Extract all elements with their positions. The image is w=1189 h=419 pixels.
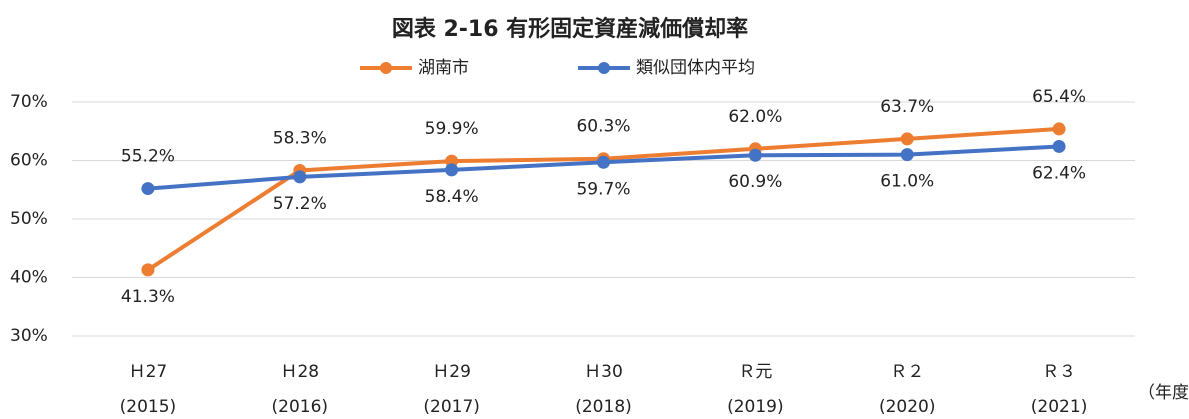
data-point (900, 132, 914, 146)
x-tick-label: Ｒ元 (738, 362, 772, 382)
legend-marker (380, 62, 392, 74)
data-label: 57.2% (273, 194, 327, 214)
data-label: 55.2% (121, 147, 175, 167)
data-label: 65.4% (1032, 87, 1086, 107)
data-point (445, 163, 459, 177)
y-tick-label: 50% (10, 209, 48, 229)
data-point (1052, 139, 1066, 153)
data-point (748, 148, 762, 162)
data-label: 62.4% (1032, 163, 1086, 183)
data-point (597, 155, 610, 169)
data-label: 61.0% (880, 172, 934, 192)
data-point (293, 170, 307, 184)
data-point (1052, 122, 1066, 136)
x-tick-label: Ｈ29 (432, 362, 471, 382)
x-tick-label: (2015) (120, 397, 177, 417)
x-tick-label: (2017) (423, 397, 480, 417)
y-tick-label: 30% (10, 326, 48, 346)
x-tick-label: (2020) (879, 397, 936, 417)
x-axis-label: （年度） (1138, 383, 1189, 403)
y-tick-label: 70% (10, 92, 48, 112)
x-tick-label: Ｈ27 (129, 362, 168, 382)
data-label: 60.3% (576, 117, 630, 137)
x-tick-label: (2019) (727, 397, 784, 417)
data-label: 59.9% (425, 119, 479, 139)
data-label: 63.7% (880, 97, 934, 117)
data-label: 58.3% (273, 128, 327, 148)
data-point (900, 148, 914, 162)
data-label: 58.4% (425, 187, 479, 207)
data-point (141, 182, 155, 196)
x-tick-label: (2018) (575, 397, 632, 417)
y-tick-label: 40% (10, 268, 48, 288)
x-tick-label: (2016) (272, 397, 329, 417)
data-label: 60.9% (728, 172, 782, 192)
legend-marker (598, 62, 610, 74)
data-point (141, 263, 155, 277)
x-tick-label: Ｒ３ (1042, 362, 1076, 382)
x-tick-label: Ｒ２ (890, 362, 924, 382)
chart-title: 図表 2-16 有形固定資産減価償却率 (392, 16, 748, 42)
legend-label: 湖南市 (418, 58, 469, 78)
x-tick-label: Ｈ30 (584, 362, 623, 382)
x-tick-label: (2021) (1031, 397, 1088, 417)
data-label: 41.3% (121, 287, 175, 307)
legend-label: 類似団体内平均 (636, 58, 755, 78)
data-label: 62.0% (728, 107, 782, 127)
data-label: 59.7% (576, 179, 630, 199)
x-tick-label: Ｈ28 (280, 362, 319, 382)
y-tick-label: 60% (10, 151, 48, 171)
